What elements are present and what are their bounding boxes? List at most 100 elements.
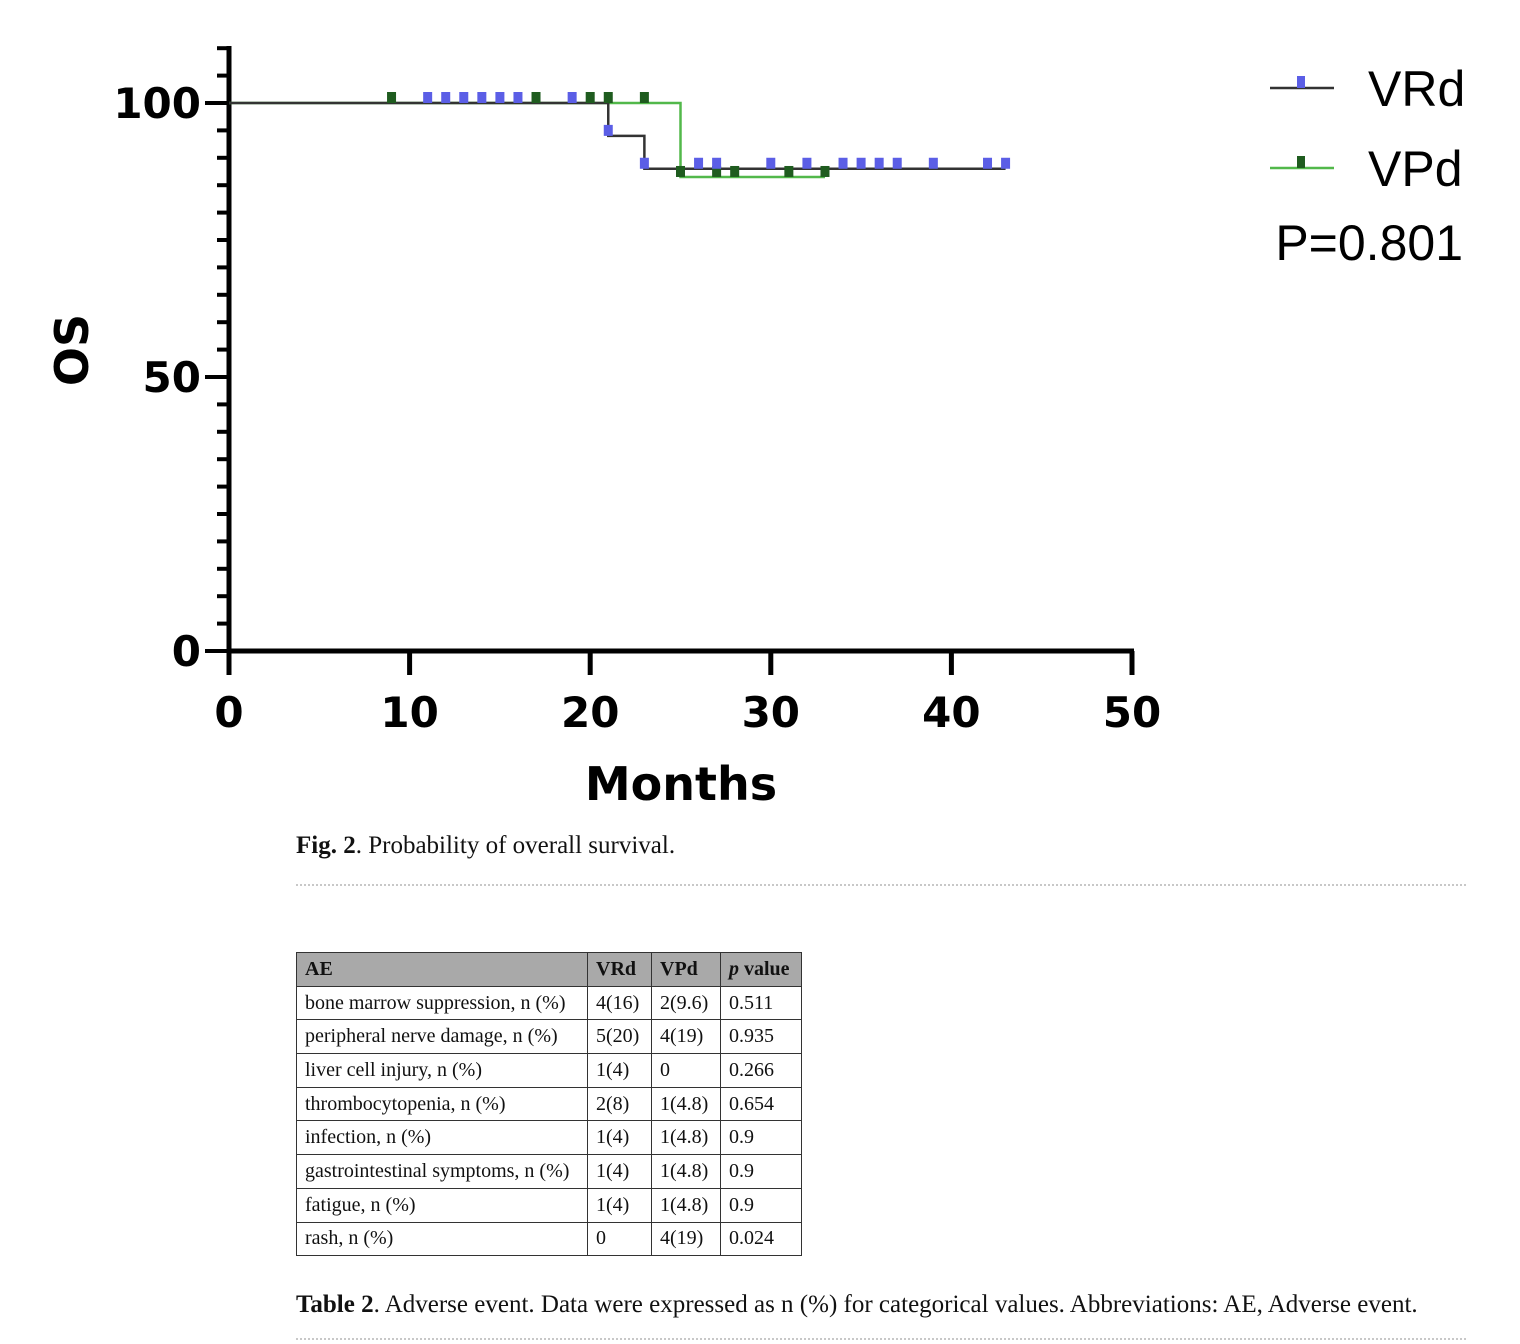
cell-ae: peripheral nerve damage, n (%) xyxy=(296,1019,588,1055)
cell-vrd: 2(8) xyxy=(587,1086,652,1122)
cell-p-value: 0.9 xyxy=(720,1154,802,1189)
legend-item-vpd: VPd xyxy=(1270,141,1463,197)
cell-ae: liver cell injury, n (%) xyxy=(296,1053,588,1088)
cell-vpd: 0 xyxy=(651,1053,721,1088)
header-vrd: VRd xyxy=(587,952,652,987)
table-row: fatigue, n (%) 1(4) 1(4.8) 0.9 xyxy=(296,1187,802,1223)
x-tick-label: 10 xyxy=(380,688,438,737)
censor-mark-vrd xyxy=(477,92,487,103)
table-row: gastrointestinal symptoms, n (%) 1(4) 1(4.… xyxy=(296,1154,802,1189)
censor-mark-vpd xyxy=(730,165,740,177)
figure-caption-label: Fig. 2 xyxy=(296,832,356,859)
cell-ae: gastrointestinal symptoms, n (%) xyxy=(296,1154,588,1189)
censor-mark-vrd xyxy=(712,157,722,169)
cell-vpd: 1(4.8) xyxy=(651,1120,721,1156)
censor-mark-vrd xyxy=(802,157,812,169)
cell-vrd: 1(4) xyxy=(587,1120,652,1156)
x-tick-label: 30 xyxy=(742,688,800,737)
censor-mark-vpd xyxy=(387,92,397,103)
cell-ae: fatigue, n (%) xyxy=(296,1187,588,1223)
cell-vrd: 1(4) xyxy=(587,1154,652,1189)
y-tick-label: 100 xyxy=(113,79,201,128)
cell-vpd: 4(19) xyxy=(651,1019,721,1055)
x-tick-label: 40 xyxy=(922,688,980,737)
censor-mark-vrd xyxy=(567,92,577,103)
section-divider xyxy=(296,884,1466,886)
censor-mark-vrd xyxy=(1001,157,1011,169)
y-axis: 0 50 100 xyxy=(113,46,232,676)
cell-vpd: 1(4.8) xyxy=(651,1154,721,1189)
table-row: liver cell injury, n (%) 1(4) 0 0.266 xyxy=(296,1053,802,1088)
table-caption-text: . Adverse event. Data were expressed as … xyxy=(373,1291,1418,1318)
survival-chart: 0 50 100 0 10 20 30 40 50 OS Months VRd VPd P=0… xyxy=(45,46,1465,811)
censor-mark-vrd xyxy=(838,157,848,169)
censor-mark-vrd xyxy=(603,124,613,136)
p-value-annotation: P=0.801 xyxy=(1275,215,1463,271)
censor-mark-vrd xyxy=(766,157,776,169)
censor-mark-vpd xyxy=(603,92,613,103)
censor-mark-vrd xyxy=(874,157,884,169)
censor-mark-vpd xyxy=(585,92,595,103)
cell-vrd: 4(16) xyxy=(587,985,652,1021)
cell-vrd: 0 xyxy=(587,1221,652,1257)
legend-marker-vrd xyxy=(1297,76,1305,88)
censor-mark-vrd xyxy=(441,92,451,103)
censor-mark-vpd xyxy=(712,165,722,177)
cell-p-value: 0.511 xyxy=(720,985,802,1021)
censor-mark-vpd xyxy=(531,92,541,103)
x-tick-label: 50 xyxy=(1103,688,1161,737)
table-caption-label: Table 2 xyxy=(296,1291,374,1318)
table-row: infection, n (%) 1(4) 1(4.8) 0.9 xyxy=(296,1120,802,1156)
legend: VRd VPd P=0.801 xyxy=(1270,61,1465,271)
censor-mark-vpd xyxy=(639,92,649,103)
figure-caption: Fig. 2. Probability of overall survival. xyxy=(296,832,675,860)
x-tick-label: 20 xyxy=(561,688,619,737)
cell-p-value: 0.024 xyxy=(720,1221,802,1257)
table-row: thrombocytopenia, n (%) 2(8) 1(4.8) 0.654 xyxy=(296,1086,802,1122)
censor-mark-vrd xyxy=(459,92,469,103)
cell-vpd: 2(9.6) xyxy=(651,985,721,1021)
cell-vpd: 1(4.8) xyxy=(651,1086,721,1122)
censor-mark-vrd xyxy=(694,157,704,169)
adverse-events-table: AE VRd VPd p value bone marrow suppressi… xyxy=(296,952,802,1257)
cell-vrd: 5(20) xyxy=(587,1019,652,1055)
table-caption: Table 2. Adverse event. Data were expres… xyxy=(296,1291,1418,1319)
header-p-italic: p xyxy=(729,957,739,980)
censor-mark-vpd xyxy=(784,165,794,177)
header-ae: AE xyxy=(296,952,588,987)
series-line-vpd xyxy=(229,101,825,179)
censor-mark-vrd xyxy=(856,157,866,169)
header-vpd: VPd xyxy=(651,952,721,987)
censor-mark-vrd xyxy=(639,157,649,169)
legend-label-vpd: VPd xyxy=(1368,141,1463,197)
x-axis: 0 10 20 30 40 50 xyxy=(214,648,1161,737)
x-axis-label: Months xyxy=(585,757,777,811)
censor-mark-vrd xyxy=(513,92,523,103)
censor-mark-vpd xyxy=(820,165,830,177)
cell-p-value: 0.935 xyxy=(720,1019,802,1055)
legend-item-vrd: VRd xyxy=(1270,61,1465,117)
cell-ae: rash, n (%) xyxy=(296,1221,588,1257)
censor-mark-vrd xyxy=(983,157,993,169)
table-header-row: AE VRd VPd p value xyxy=(296,952,802,987)
cell-vrd: 1(4) xyxy=(587,1053,652,1088)
series-line-vrd xyxy=(229,101,1006,171)
legend-marker-vpd xyxy=(1297,156,1305,168)
x-tick-label: 0 xyxy=(214,688,243,737)
cell-vpd: 4(19) xyxy=(651,1221,721,1257)
cell-p-value: 0.266 xyxy=(720,1053,802,1088)
cell-ae: infection, n (%) xyxy=(296,1120,588,1156)
table-row: bone marrow suppression, n (%) 4(16) 2(9.6… xyxy=(296,985,802,1021)
y-axis-label: OS xyxy=(45,314,99,386)
section-divider-bottom xyxy=(296,1338,1466,1340)
censor-mark-vrd xyxy=(892,157,902,169)
cell-p-value: 0.9 xyxy=(720,1120,802,1156)
censor-mark-vpd xyxy=(676,165,685,177)
cell-ae: thrombocytopenia, n (%) xyxy=(296,1086,588,1122)
cell-vrd: 1(4) xyxy=(587,1187,652,1223)
censor-mark-vrd xyxy=(928,157,938,169)
legend-label-vrd: VRd xyxy=(1368,61,1465,117)
censor-mark-vrd xyxy=(495,92,505,103)
table-row: peripheral nerve damage, n (%) 5(20) 4(19)… xyxy=(296,1019,802,1055)
cell-ae: bone marrow suppression, n (%) xyxy=(296,985,588,1021)
